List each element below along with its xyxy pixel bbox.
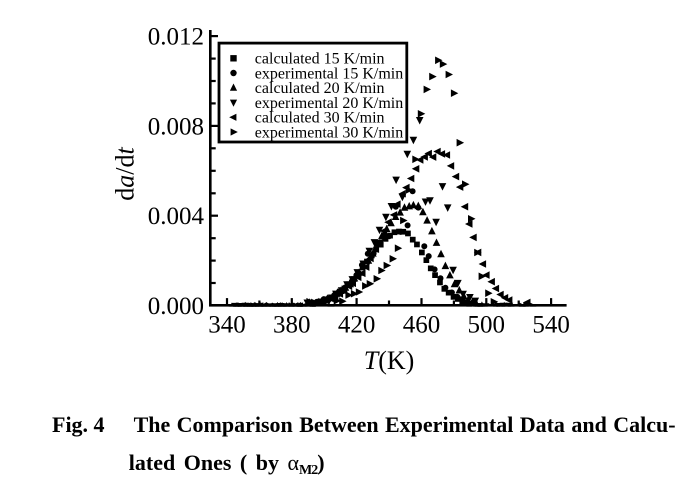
svg-text:340: 340 xyxy=(208,312,246,339)
svg-text:calculated 30 K/min: calculated 30 K/min xyxy=(255,110,385,127)
svg-text:T(K): T(K) xyxy=(364,346,415,375)
svg-text:0.004: 0.004 xyxy=(148,203,205,230)
svg-text:0.000: 0.000 xyxy=(148,293,204,320)
svg-text:380: 380 xyxy=(273,312,311,339)
svg-text:calculated 15 K/min: calculated 15 K/min xyxy=(255,51,385,68)
svg-text:da/dt: da/dt xyxy=(110,147,139,201)
svg-text:experimental 20 K/min: experimental 20 K/min xyxy=(255,95,403,112)
svg-text:500: 500 xyxy=(468,312,506,339)
svg-text:calculated 20 K/min: calculated 20 K/min xyxy=(255,80,385,97)
svg-text:0.008: 0.008 xyxy=(148,113,204,140)
svg-text:420: 420 xyxy=(338,312,376,339)
svg-text:540: 540 xyxy=(532,312,570,339)
svg-text:experimental 15 K/min: experimental 15 K/min xyxy=(255,65,403,82)
svg-text:0.012: 0.012 xyxy=(148,24,204,51)
svg-text:460: 460 xyxy=(403,312,441,339)
svg-text:experimental 30 K/min: experimental 30 K/min xyxy=(255,124,403,141)
